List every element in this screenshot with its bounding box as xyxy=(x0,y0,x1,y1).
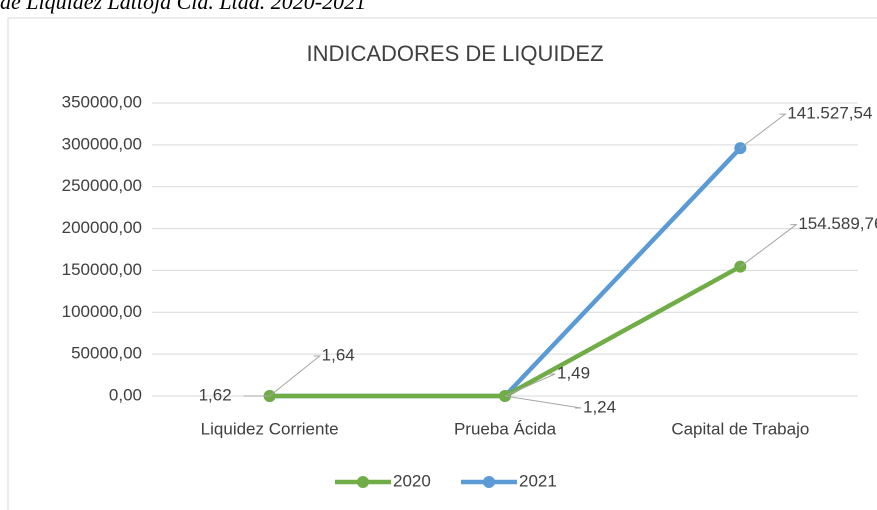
y-tick-label: 0,00 xyxy=(109,385,142,404)
leader-line xyxy=(269,355,322,397)
chart-title: INDICADORES DE LIQUIDEZ xyxy=(306,41,603,66)
x-tick-label: Prueba Ácida xyxy=(454,419,557,438)
y-tick-label: 50000,00 xyxy=(71,344,142,363)
leader-line xyxy=(504,395,582,409)
data-label: 141.527,54 xyxy=(787,104,872,123)
caption: de Liquidez Lattoja Cía. Ltda. 2020-2021 xyxy=(0,0,366,14)
data-label: 1,62 xyxy=(199,385,232,404)
y-tick-label: 100000,00 xyxy=(62,302,142,321)
x-tick-label: Liquidez Corriente xyxy=(201,419,339,438)
data-label: 154.589,76 xyxy=(798,214,877,233)
leader-line xyxy=(504,373,556,397)
y-tick-label: 150000,00 xyxy=(62,260,142,279)
y-tick-label: 300000,00 xyxy=(62,134,142,153)
data-label: 1,24 xyxy=(583,397,616,416)
legend-label: 2020 xyxy=(393,471,431,490)
leader-line xyxy=(740,113,787,149)
y-tick-label: 200000,00 xyxy=(62,218,142,237)
x-tick-label: Capital de Trabajo xyxy=(671,419,809,438)
y-tick-label: 350000,00 xyxy=(62,92,142,111)
legend-marker xyxy=(357,476,369,488)
data-label: 1,64 xyxy=(322,345,355,364)
legend-marker xyxy=(483,476,495,488)
leader-line xyxy=(740,224,798,267)
y-tick-label: 250000,00 xyxy=(62,176,142,195)
chart-frame xyxy=(7,17,877,510)
legend-label: 2021 xyxy=(519,471,557,490)
data-label: 1,49 xyxy=(557,363,590,382)
